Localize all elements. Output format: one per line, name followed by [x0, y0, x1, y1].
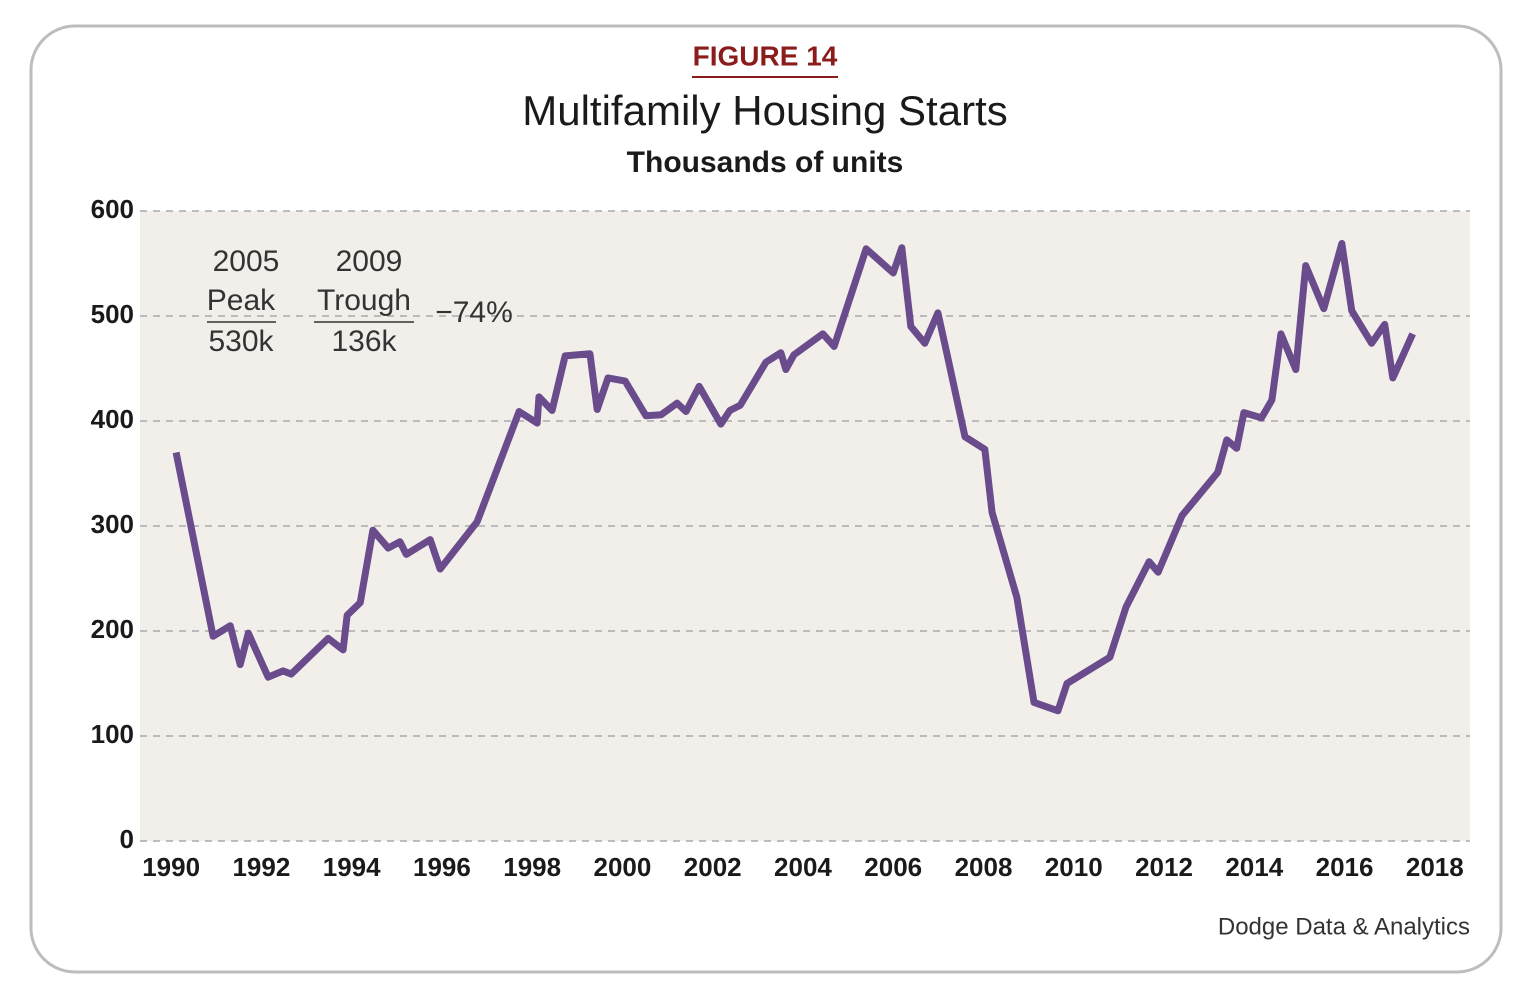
y-tick-label: 600 [91, 194, 134, 224]
annotation: Peak [207, 284, 276, 317]
x-tick-label: 1994 [323, 852, 381, 882]
y-tick-label: 100 [91, 719, 134, 749]
x-tick-label: 2008 [955, 852, 1013, 882]
y-tick-label: 300 [91, 509, 134, 539]
x-tick-label: 2004 [774, 852, 832, 882]
annotation: 2009 [336, 245, 403, 278]
y-tick-label: 0 [120, 824, 134, 854]
x-tick-label: 1992 [232, 852, 290, 882]
y-tick-label: 400 [91, 404, 134, 434]
source: Dodge Data & Analytics [1218, 913, 1470, 940]
x-tick-label: 2018 [1406, 852, 1464, 882]
chart-subtitle: Thousands of units [627, 146, 904, 179]
x-tick-label: 1998 [503, 852, 561, 882]
annotation: Trough [317, 284, 411, 317]
annotation: 2005 [213, 245, 280, 278]
x-tick-label: 2010 [1045, 852, 1103, 882]
x-tick-label: 1996 [413, 852, 471, 882]
x-tick-label: 2002 [684, 852, 742, 882]
annotation: 530k [208, 325, 274, 358]
y-tick-label: 500 [91, 299, 134, 329]
x-tick-label: 2016 [1316, 852, 1374, 882]
x-tick-label: 2006 [864, 852, 922, 882]
x-tick-label: 2014 [1225, 852, 1283, 882]
data-line [172, 240, 1416, 715]
x-tick-label: 1990 [142, 852, 200, 882]
x-tick-label: 2012 [1135, 852, 1193, 882]
annotation: −74% [435, 296, 513, 329]
x-tick-label: 2000 [594, 852, 652, 882]
annotation: 136k [331, 325, 397, 358]
figure-label: FIGURE 14 [693, 40, 838, 71]
y-tick-label: 200 [91, 614, 134, 644]
chart-title: Multifamily Housing Starts [522, 87, 1007, 134]
